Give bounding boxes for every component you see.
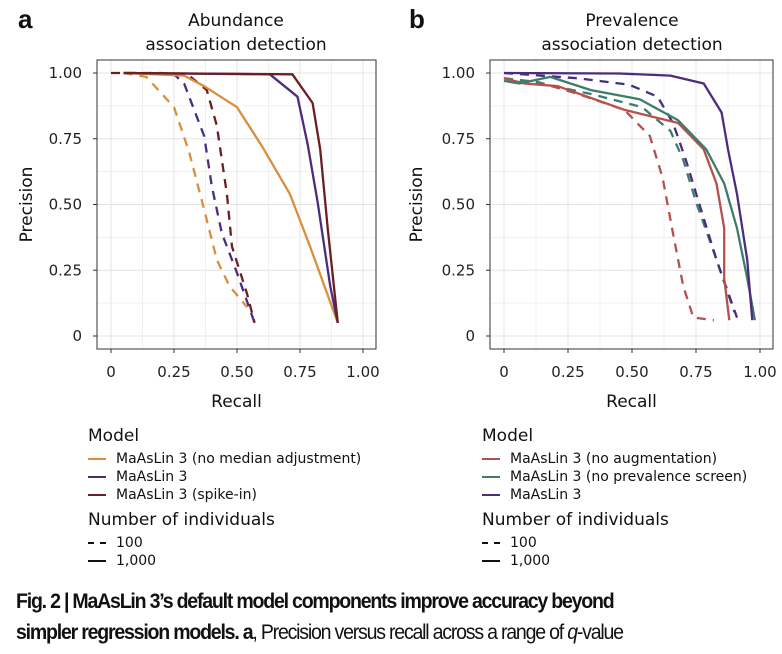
y-tick-label: 0.75 bbox=[49, 130, 82, 148]
legend-item: MaAsLin 3 bbox=[482, 486, 747, 504]
legend-item: MaAsLin 3 (no augmentation) bbox=[482, 450, 747, 468]
y-tick-label: 0.25 bbox=[442, 261, 475, 279]
x-tick-label: 0 bbox=[499, 363, 509, 381]
caption-title-cont: simpler regression models. a bbox=[16, 621, 254, 644]
figure-caption: Fig. 2 | MaAsLin 3’s default model compo… bbox=[16, 586, 732, 648]
legend-swatch-solid bbox=[88, 560, 106, 562]
legend-label: 1,000 bbox=[116, 553, 157, 569]
legend-label: 1,000 bbox=[510, 553, 551, 569]
series-line-maaslin-3-no-augmentation--n1000 bbox=[503, 77, 731, 321]
panel-label-a: a bbox=[18, 4, 33, 34]
legend-swatch bbox=[482, 494, 500, 496]
legend-a: Model MaAsLin 3 (no median adjustment) M… bbox=[88, 426, 361, 570]
legend-item: 100 bbox=[88, 534, 361, 552]
legend-item: 1,000 bbox=[482, 552, 747, 570]
legend-label: MaAsLin 3 (no augmentation) bbox=[510, 451, 718, 467]
x-tick-label: 0.75 bbox=[283, 363, 316, 381]
y-tick-label: 0.25 bbox=[49, 261, 82, 279]
legend-swatch-dashed bbox=[88, 542, 106, 544]
chart-abundance: 0 0.25 0.50 0.75 1.00 0 0.25 0.50 0.75 1.00 Recall… bbox=[17, 59, 380, 412]
legend-swatch-solid bbox=[482, 560, 500, 562]
legend-model-title: Model bbox=[88, 426, 140, 446]
chart-prevalence: 0 0.25 0.50 0.75 1.00 0 0.25 0.50 0.75 1.00 Recall… bbox=[407, 59, 777, 412]
x-axis-label: Recall bbox=[606, 392, 657, 412]
legend-b: Model MaAsLin 3 (no augmentation) MaAsLi… bbox=[482, 426, 747, 570]
series-line-maaslin-3-no-median-adjustment--n1000 bbox=[123, 71, 339, 324]
y-tick-label: 0 bbox=[72, 327, 82, 345]
x-axis-label: Recall bbox=[211, 392, 262, 412]
y-tick-label: 0 bbox=[465, 327, 475, 345]
legend-item: 100 bbox=[482, 534, 747, 552]
legend-label: MaAsLin 3 (no median adjustment) bbox=[116, 451, 362, 467]
x-tick-label: 0.25 bbox=[157, 363, 190, 381]
legend-label: MaAsLin 3 (spike-in) bbox=[116, 487, 257, 503]
legend-item: MaAsLin 3 (no median adjustment) bbox=[88, 450, 361, 468]
legend-item: MaAsLin 3 bbox=[88, 468, 361, 486]
legend-model-title: Model bbox=[482, 426, 534, 446]
series-line-maaslin-3-spike-in--n100 bbox=[111, 71, 256, 324]
series-line-maaslin-3-n100 bbox=[123, 71, 256, 324]
caption-title: Fig. 2 | MaAsLin 3’s default model compo… bbox=[16, 590, 615, 613]
caption-text-end: -value bbox=[576, 621, 624, 644]
y-tick-label: 1.00 bbox=[442, 64, 475, 82]
legend-swatch bbox=[88, 476, 106, 478]
x-tick-label: 0.25 bbox=[551, 363, 584, 381]
panel-a-title: Abundance association detection bbox=[86, 9, 386, 57]
series-line-maaslin-3-n1000 bbox=[123, 71, 339, 324]
panel-a-title-line1: Abundance bbox=[188, 11, 284, 31]
caption-q: q bbox=[567, 621, 578, 644]
legend-item: MaAsLin 3 (no prevalence screen) bbox=[482, 468, 747, 486]
y-tick-label: 0.50 bbox=[49, 196, 82, 214]
y-axis-label: Precision bbox=[17, 167, 37, 243]
x-tick-label: 0.50 bbox=[220, 363, 253, 381]
legend-swatch bbox=[482, 476, 500, 478]
legend-swatch bbox=[88, 494, 106, 496]
legend-label: 100 bbox=[510, 535, 537, 551]
legend-label: MaAsLin 3 bbox=[116, 469, 188, 485]
y-tick-label: 0.50 bbox=[442, 196, 475, 214]
x-tick-label: 1.00 bbox=[743, 363, 776, 381]
legend-label: MaAsLin 3 (no prevalence screen) bbox=[510, 469, 748, 485]
legend-item: MaAsLin 3 (spike-in) bbox=[88, 486, 361, 504]
legend-n-title: Number of individuals bbox=[88, 510, 275, 530]
legend-swatch-dashed bbox=[482, 542, 500, 544]
caption-text: , Precision versus recall across a range… bbox=[252, 621, 568, 644]
series-line-maaslin-3-no-augmentation--n100 bbox=[503, 77, 715, 322]
series-line-maaslin-3-n1000 bbox=[503, 71, 754, 321]
y-axis-label: Precision bbox=[407, 167, 427, 243]
x-tick-label: 0 bbox=[106, 363, 116, 381]
legend-swatch bbox=[88, 458, 106, 460]
y-tick-label: 1.00 bbox=[49, 64, 82, 82]
panel-b-title-line2: association detection bbox=[541, 35, 723, 55]
legend-swatch bbox=[482, 458, 500, 460]
x-tick-label: 0.50 bbox=[615, 363, 648, 381]
panel-b-title: Prevalence association detection bbox=[482, 9, 782, 57]
panel-a-title-line2: association detection bbox=[145, 35, 327, 55]
series-line-maaslin-3-spike-in--n1000 bbox=[123, 71, 339, 324]
panel-label-b: b bbox=[409, 4, 425, 34]
legend-item: 1,000 bbox=[88, 552, 361, 570]
panel-b-title-line1: Prevalence bbox=[585, 11, 679, 31]
series-line-maaslin-3-no-prevalence-screen--n100 bbox=[503, 77, 736, 313]
x-tick-label: 1.00 bbox=[346, 363, 379, 381]
legend-label: MaAsLin 3 bbox=[510, 487, 582, 503]
series-line-maaslin-3-n100 bbox=[503, 71, 739, 318]
x-tick-label: 0.75 bbox=[679, 363, 712, 381]
series-line-maaslin-3-no-median-adjustment--n100 bbox=[123, 71, 248, 308]
legend-label: 100 bbox=[116, 535, 143, 551]
y-tick-label: 0.75 bbox=[442, 130, 475, 148]
series-line-maaslin-3-no-prevalence-screen--n1000 bbox=[503, 75, 757, 321]
legend-n-title: Number of individuals bbox=[482, 510, 669, 530]
